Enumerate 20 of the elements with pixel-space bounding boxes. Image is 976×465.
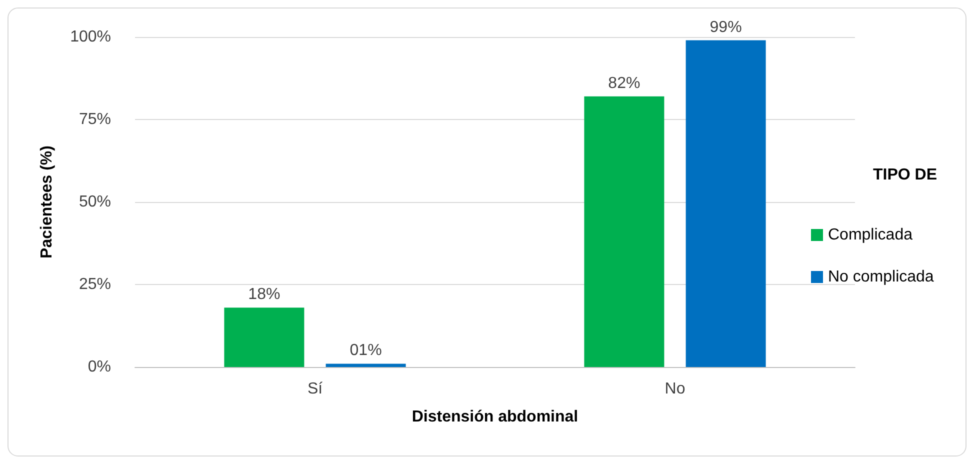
- legend-label: No complicada: [828, 268, 934, 286]
- data-label: 18%: [248, 286, 280, 304]
- y-tick-label: 100%: [70, 28, 111, 46]
- data-label: 99%: [710, 18, 742, 36]
- bar: [224, 308, 304, 367]
- bar: [584, 96, 664, 367]
- y-axis-title: Pacientees (%): [38, 146, 56, 258]
- bar: [686, 40, 766, 367]
- data-label: 82%: [608, 74, 640, 92]
- x-tick-label: No: [664, 380, 686, 398]
- legend-title: TIPO DE: [873, 166, 938, 184]
- x-axis-title: Distensión abdominal: [412, 408, 578, 426]
- y-tick-label: 50%: [78, 194, 111, 210]
- data-label: 01%: [350, 342, 382, 360]
- bar: [326, 364, 406, 367]
- legend-label: Complicada: [828, 226, 913, 244]
- x-tick-label: Sí: [307, 380, 324, 398]
- y-tick-label: 75%: [78, 111, 111, 128]
- y-tick-label: 0%: [88, 358, 111, 376]
- y-tick-label: 25%: [78, 276, 111, 293]
